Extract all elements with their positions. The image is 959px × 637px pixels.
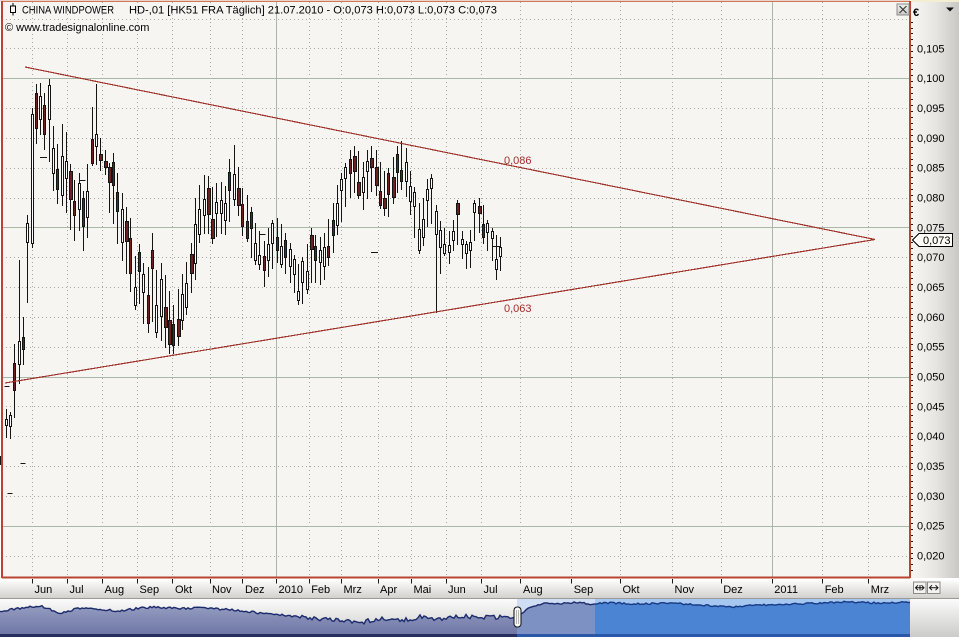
svg-text:Nov: Nov [212, 584, 232, 596]
svg-text:0,100: 0,100 [917, 73, 945, 85]
svg-text:Mrz: Mrz [344, 584, 362, 596]
svg-text:0,035: 0,035 [917, 461, 945, 473]
svg-text:Jul: Jul [484, 584, 498, 596]
svg-text:2011: 2011 [774, 584, 798, 596]
svg-text:0,030: 0,030 [917, 491, 945, 503]
svg-text:0,065: 0,065 [917, 282, 945, 294]
svg-text:0,086: 0,086 [504, 155, 532, 167]
svg-text:0,095: 0,095 [917, 103, 945, 115]
svg-text:0,090: 0,090 [917, 133, 945, 145]
svg-text:Sep: Sep [140, 584, 160, 596]
svg-text:Jun: Jun [35, 584, 53, 596]
svg-text:HD-,01 [HK51 FRA Täglich] 21.: HD-,01 [HK51 FRA Täglich] 21.07.2010 - O… [129, 5, 497, 17]
svg-text:Feb: Feb [311, 584, 330, 596]
svg-text:Dez: Dez [723, 584, 743, 596]
svg-text:Mai: Mai [414, 584, 432, 596]
svg-text:0,055: 0,055 [917, 342, 945, 354]
svg-text:0,085: 0,085 [917, 163, 945, 175]
svg-text:Jul: Jul [70, 584, 84, 596]
svg-text:Dez: Dez [245, 584, 265, 596]
svg-text:Feb: Feb [825, 584, 844, 596]
svg-text:0,063: 0,063 [504, 303, 532, 315]
svg-text:0,050: 0,050 [917, 372, 945, 384]
svg-text:Aug: Aug [105, 584, 125, 596]
svg-text:0,020: 0,020 [917, 551, 945, 563]
svg-text:2010: 2010 [279, 584, 303, 596]
svg-text:0,075: 0,075 [917, 222, 945, 234]
svg-text:Okt: Okt [623, 584, 640, 596]
svg-text:0,105: 0,105 [917, 43, 945, 55]
svg-text:Nov: Nov [675, 584, 695, 596]
svg-text:Apr: Apr [380, 584, 397, 596]
svg-text:Okt: Okt [175, 584, 192, 596]
svg-text:€: € [913, 7, 919, 19]
svg-text:0,025: 0,025 [917, 521, 945, 533]
svg-text:Mrz: Mrz [871, 584, 889, 596]
svg-text:Aug: Aug [523, 584, 543, 596]
svg-text:0,060: 0,060 [917, 312, 945, 324]
svg-text:0,080: 0,080 [917, 193, 945, 205]
svg-text:© www.tradesignalonline.com: © www.tradesignalonline.com [5, 22, 149, 34]
svg-text:0,040: 0,040 [917, 431, 945, 443]
svg-text:0,073: 0,073 [923, 235, 951, 247]
svg-text:0,070: 0,070 [917, 252, 945, 264]
svg-text:0,045: 0,045 [917, 401, 945, 413]
svg-text:CHINA WINDPOWER: CHINA WINDPOWER [22, 5, 114, 17]
svg-text:Jun: Jun [448, 584, 466, 596]
svg-text:Sep: Sep [574, 584, 594, 596]
